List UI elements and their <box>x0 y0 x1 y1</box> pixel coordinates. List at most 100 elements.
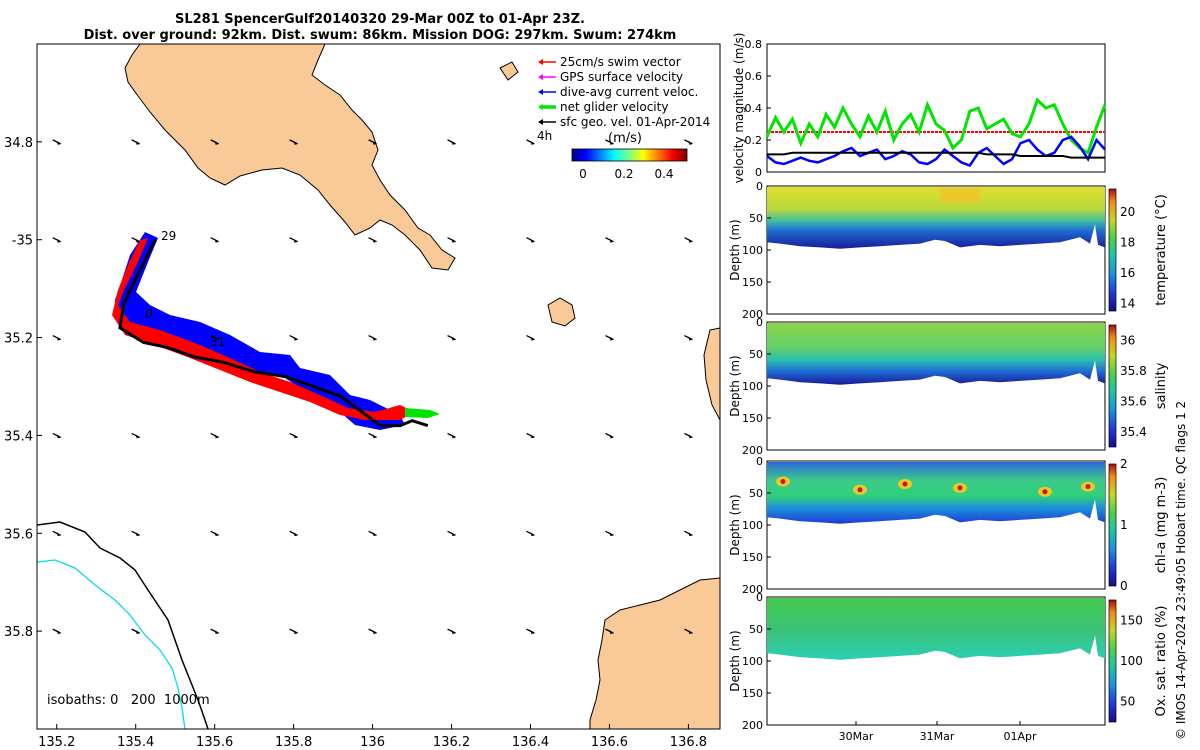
sfc-arrow-head <box>56 532 61 537</box>
map-panel: 29 0 31 135.2 135.4 135.6 135.8 136 136.2 136.… <box>4 43 721 750</box>
sfc-arrow-head <box>530 434 535 439</box>
sfc-arrow-head <box>135 532 140 537</box>
section-y-tick-label: 50 <box>749 212 763 225</box>
section-y-tick-label: 200 <box>742 719 763 732</box>
section-colorbar <box>1108 188 1117 312</box>
section-x-tick-label: 30Mar <box>839 730 874 743</box>
section-colorbar <box>1108 324 1117 448</box>
map-y-tick-label: 35.4 <box>4 429 33 444</box>
section-x-tick-label: 01Apr <box>1003 730 1037 743</box>
section-y-tick-label: 100 <box>742 244 763 257</box>
colorbar-tick-label: 150 <box>1120 613 1143 627</box>
section-y-tick-label: 200 <box>742 444 763 457</box>
map-x-tick-label: 136.6 <box>591 735 628 750</box>
legend-label: GPS surface velocity <box>560 70 683 84</box>
chl-point <box>780 478 786 484</box>
glider-track-line <box>118 239 429 428</box>
section-y-label: Depth (m) <box>728 355 742 416</box>
section-y-tick-label: 50 <box>749 348 763 361</box>
colorbar-tick-label: 18 <box>1120 235 1135 249</box>
section-y-tick-label: 0 <box>756 316 763 329</box>
section-temperature: 0 50 100 150 200 Depth (m) 14 16 18 20 temperature… <box>728 180 1169 321</box>
section-y-tick-label: 200 <box>742 308 763 321</box>
sfc-arrow-head <box>530 140 535 145</box>
sfc-arrow-head <box>688 532 693 537</box>
sfc-arrow-head <box>688 630 693 635</box>
velocity-series-dive-avg <box>766 135 1106 168</box>
section-x-tick-label: 31Mar <box>920 730 955 743</box>
section-y-tick-label: 100 <box>742 655 763 668</box>
land-eyre-peninsula <box>589 577 720 729</box>
track-day-label: 29 <box>161 229 176 243</box>
track-swim-swath <box>112 238 415 420</box>
sfc-arrow-head <box>56 238 61 243</box>
sfc-arrow-head <box>135 336 140 341</box>
colorbar-tick-label: 35.4 <box>1120 425 1147 439</box>
colorbar-title: (m/s) <box>608 131 642 146</box>
land-right-edge <box>703 327 720 421</box>
section-y-tick-label: 150 <box>742 276 763 289</box>
map-y-tick-label: 34.8 <box>4 136 33 151</box>
colorbar-tick: 0 <box>579 167 587 181</box>
section-y-tick-label: 200 <box>742 583 763 596</box>
track-day-label: 0 <box>145 307 153 321</box>
arrow-icon <box>538 59 543 65</box>
sfc-arrow-head <box>214 630 219 635</box>
colorbar-label: chl-a (mg m-3) <box>1154 477 1169 574</box>
sfc-arrow-head <box>372 140 377 145</box>
velocity-y-tick-label: 0 <box>755 166 762 179</box>
sfc-arrow-head <box>293 238 298 243</box>
legend-label: sfc geo. vel. 01-Apr-2014 <box>560 115 710 129</box>
sfc-arrow-head <box>530 630 535 635</box>
sfc-arrow-head <box>214 434 219 439</box>
section-y-tick-label: 150 <box>742 412 763 425</box>
section-y-tick-label: 0 <box>756 180 763 193</box>
sfc-velocity-arrows <box>52 139 693 635</box>
section-field <box>767 462 1105 524</box>
sfc-arrow-head <box>372 434 377 439</box>
colorbar-tick-label: 14 <box>1120 296 1135 310</box>
sfc-arrow-head <box>293 532 298 537</box>
map-y-tick-label: 35.8 <box>4 625 33 640</box>
section-y-tick-label: 150 <box>742 687 763 700</box>
legend-label: net glider velocity <box>560 100 668 114</box>
colorbar-tick-label: 20 <box>1120 205 1135 219</box>
credit-text: © IMOS 14-Apr-2024 23:49:05 Hobart time.… <box>1174 401 1188 740</box>
map-y-axis: 34.8 -35 35.2 35.4 35.6 35.8 <box>4 136 42 640</box>
sfc-arrow-head <box>609 532 614 537</box>
sfc-arrow-head <box>56 336 61 341</box>
track-day-label: 31 <box>210 335 225 349</box>
temp-warm-patch <box>940 188 980 202</box>
legend-label: dive-avg current veloc. <box>560 85 698 99</box>
velocity-y-label: velocity magnitude (m/s) <box>732 33 746 184</box>
section-colorbar <box>1108 463 1117 587</box>
arrow-icon <box>538 119 543 125</box>
map-x-tick-label: 136.8 <box>670 735 707 750</box>
velocity-y-tick-label: 0.2 <box>745 134 763 147</box>
sfc-arrow-head <box>609 336 614 341</box>
colorbar-label: temperature (°C) <box>1154 194 1169 306</box>
sfc-arrow-head <box>530 336 535 341</box>
chl-point <box>1042 489 1048 495</box>
sfc-arrow-head <box>451 336 456 341</box>
sfc-arrow-head <box>372 630 377 635</box>
isobath-200 <box>37 559 186 729</box>
map-y-tick-label: -35 <box>12 234 33 249</box>
section-y-tick-label: 0 <box>756 591 763 604</box>
chl-point <box>957 485 963 491</box>
colorbar-tick-label: 0 <box>1120 579 1128 593</box>
colorbar-tick-label: 16 <box>1120 266 1135 280</box>
colorbar-tick-label: 100 <box>1120 654 1143 668</box>
colorbar-label: Ox. sat. ratio (%) <box>1154 606 1169 717</box>
map-x-tick-label: 136 <box>360 735 385 750</box>
track-net-glider <box>405 408 440 418</box>
sfc-arrow-head <box>688 336 693 341</box>
section-field <box>767 598 1105 660</box>
colorbar-tick-label: 2 <box>1120 457 1128 471</box>
section-field <box>767 187 1105 249</box>
colorbar-tick-label: 50 <box>1120 695 1135 709</box>
colorbar-tick-label: 1 <box>1120 518 1128 532</box>
sfc-arrow-head <box>451 630 456 635</box>
arrow-icon <box>538 74 543 80</box>
